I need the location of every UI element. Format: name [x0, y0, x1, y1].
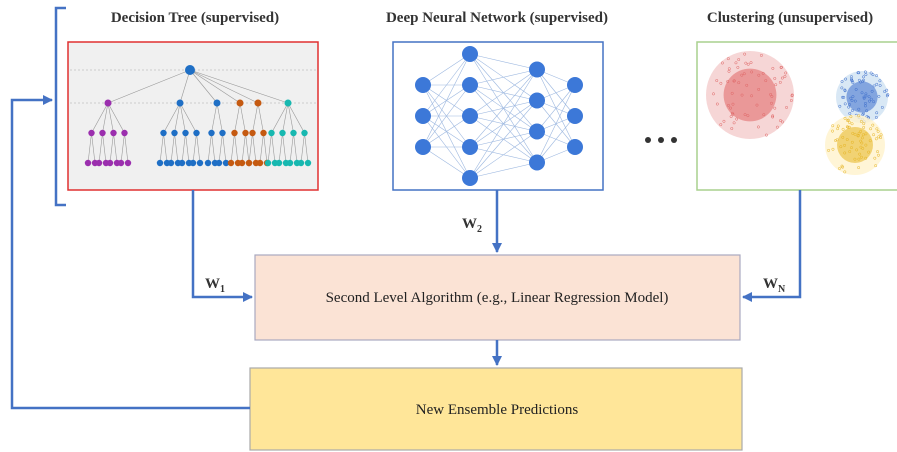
shape [105, 100, 112, 107]
shape [462, 46, 478, 62]
shape [177, 100, 184, 107]
shape [231, 130, 237, 136]
shape [168, 160, 174, 166]
shape [96, 160, 102, 166]
weight-sub: 1 [220, 284, 225, 295]
shape [85, 160, 91, 166]
shape [529, 62, 545, 78]
shape [462, 108, 478, 124]
shape [219, 130, 225, 136]
shape [260, 130, 266, 136]
shape [257, 160, 263, 166]
shape [237, 100, 244, 107]
shape [837, 127, 873, 163]
weight-label: WN [763, 276, 786, 295]
shape [110, 130, 116, 136]
shape [99, 130, 105, 136]
output-label: New Ensemble Predictions [416, 402, 579, 418]
second-level-label: Second Level Algorithm (e.g., Linear Reg… [326, 290, 669, 306]
arrow [193, 190, 252, 297]
shape [228, 160, 234, 166]
weight-label: W2 [462, 216, 482, 235]
shape [567, 108, 583, 124]
shape [197, 160, 203, 166]
ellipsis [645, 137, 677, 143]
shape [216, 160, 222, 166]
shape [125, 160, 131, 166]
shape [298, 160, 304, 166]
shape [185, 65, 195, 75]
weight-label: W1 [205, 276, 225, 295]
model-title: Deep Neural Network (supervised) [386, 10, 608, 26]
model-title: Clustering (unsupervised) [707, 10, 873, 26]
shape [157, 160, 163, 166]
shape [724, 69, 777, 122]
shape [121, 130, 127, 136]
shape [529, 124, 545, 140]
shape [529, 155, 545, 171]
shape [305, 160, 311, 166]
bracket [56, 8, 66, 205]
shape [529, 93, 545, 109]
shape [415, 77, 431, 93]
shape [567, 77, 583, 93]
shape [182, 130, 188, 136]
shape [268, 130, 274, 136]
shape [287, 160, 293, 166]
shape [279, 130, 285, 136]
shape [276, 160, 282, 166]
shape [107, 160, 113, 166]
shape [415, 139, 431, 155]
shape [462, 77, 478, 93]
shape [208, 130, 214, 136]
shape [160, 130, 166, 136]
weight-base: W [205, 276, 220, 292]
shape [265, 160, 271, 166]
weight-sub: 2 [477, 224, 482, 235]
shape [255, 100, 262, 107]
ensemble-diagram: Decision Tree (supervised) Deep Neural N… [0, 0, 897, 452]
shape [246, 160, 252, 166]
shape [462, 139, 478, 155]
shape [214, 100, 221, 107]
shape [301, 130, 307, 136]
shape [415, 108, 431, 124]
shape [242, 130, 248, 136]
weight-base: W [462, 216, 477, 232]
shape [171, 130, 177, 136]
shape [193, 130, 199, 136]
shape [285, 100, 292, 107]
weight-sub: N [778, 284, 786, 295]
shape [249, 130, 255, 136]
shape [567, 139, 583, 155]
shape [462, 170, 478, 186]
shape [205, 160, 211, 166]
shape [190, 160, 196, 166]
weight-base: W [763, 276, 778, 292]
shape [239, 160, 245, 166]
model-title: Decision Tree (supervised) [111, 10, 279, 26]
shape [88, 130, 94, 136]
shape [290, 130, 296, 136]
shape [179, 160, 185, 166]
shape [118, 160, 124, 166]
